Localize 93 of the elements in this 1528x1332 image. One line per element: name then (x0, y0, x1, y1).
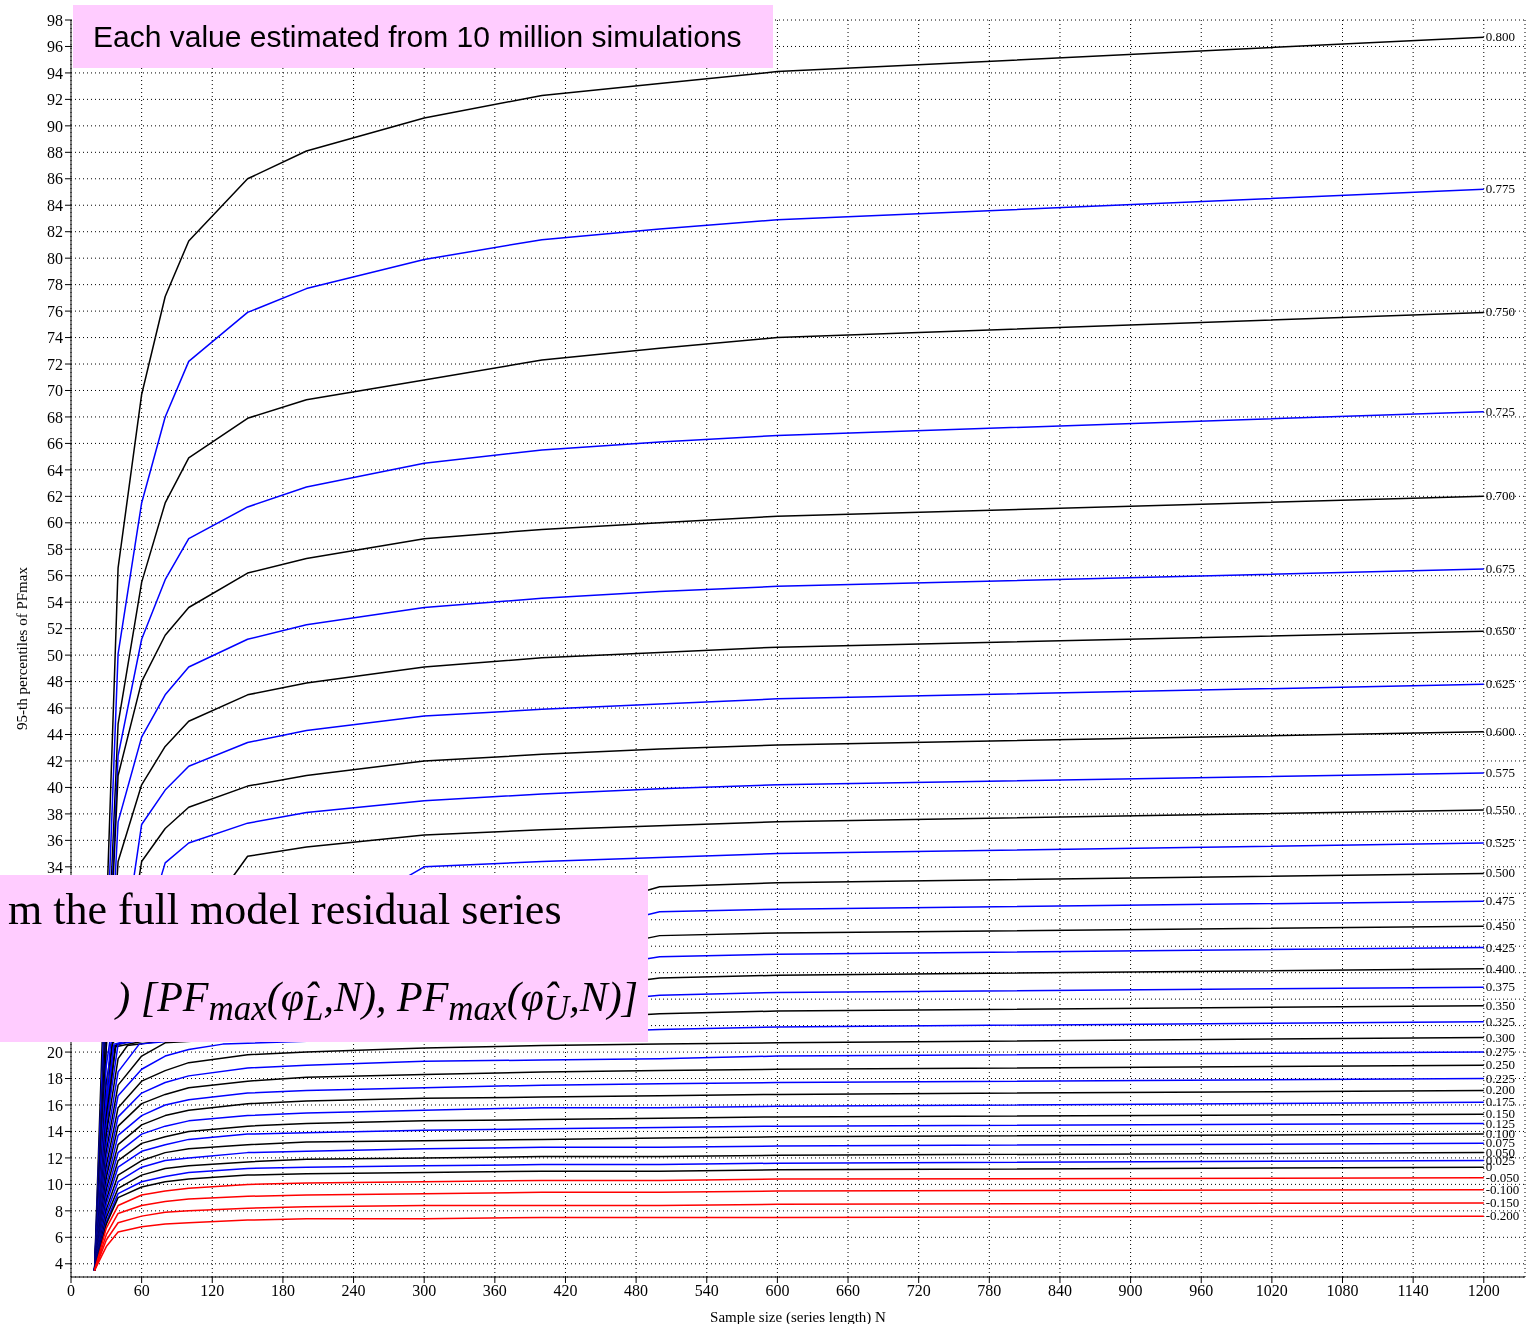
y-tick-label: 16 (47, 1096, 63, 1114)
x-tick-label: 540 (694, 1282, 719, 1300)
series-label: 0.500 (1485, 865, 1516, 881)
y-tick-label: 8 (55, 1202, 63, 1220)
x-tick-label: 0 (67, 1282, 75, 1300)
series-label: 0.450 (1485, 918, 1516, 934)
series-label: 0.675 (1485, 561, 1516, 577)
x-tick-label: 1080 (1326, 1282, 1359, 1300)
y-tick-label: 78 (47, 276, 63, 294)
series-label: -0.100 (1485, 1181, 1520, 1197)
series-label: 0.775 (1485, 181, 1516, 197)
series-label: 0.700 (1485, 488, 1516, 504)
x-tick-label: 60 (133, 1282, 150, 1300)
series-label: 0.300 (1485, 1029, 1516, 1045)
y-tick-label: 52 (47, 620, 63, 638)
y-tick-label: 98 (47, 11, 63, 29)
x-tick-label: 300 (412, 1282, 437, 1300)
x-tick-label: 960 (1189, 1282, 1214, 1300)
series-label: -0.150 (1485, 1194, 1520, 1210)
y-tick-label: 34 (47, 858, 63, 876)
text: ) [PF$_{max}$(φ̂$_{L}$,N), PF$_{max}$(φ̂$_{U}$,N)] (116, 974, 638, 1029)
series-label: 0.325 (1485, 1013, 1516, 1029)
y-tick-label: 62 (47, 488, 63, 506)
y-tick-label: 92 (47, 91, 63, 109)
y-tick-label: 48 (47, 673, 63, 691)
y-tick-label: 42 (47, 752, 63, 770)
y-tick-label: 20 (47, 1043, 63, 1061)
y-tick-label: 46 (47, 699, 63, 717)
x-tick-label: 1140 (1397, 1282, 1429, 1300)
x-tick-label: 780 (977, 1282, 1002, 1300)
x-tick-label: 1200 (1467, 1282, 1500, 1300)
y-tick-label: 96 (47, 38, 63, 56)
x-tick-label: 480 (624, 1282, 649, 1300)
x-tick-label: 180 (270, 1282, 295, 1300)
y-tick-label: 82 (47, 223, 63, 241)
series-label: 0.375 (1485, 979, 1516, 995)
x-tick-label: 120 (200, 1282, 225, 1300)
series-label: 0.625 (1485, 676, 1516, 692)
y-tick-label: 68 (47, 408, 63, 426)
y-tick-label: 38 (47, 805, 63, 823)
y-tick-label: 90 (47, 117, 63, 135)
x-tick-label: 360 (482, 1282, 507, 1300)
x-tick-label: 420 (553, 1282, 578, 1300)
series-label: 0.275 (1485, 1044, 1516, 1060)
y-tick-label: 70 (47, 382, 63, 400)
y-tick-label: 74 (47, 329, 63, 347)
x-tick-label: 720 (906, 1282, 931, 1300)
series-label: 0.425 (1485, 939, 1516, 955)
y-tick-label: 50 (47, 646, 63, 664)
y-tick-label: 18 (47, 1070, 63, 1088)
y-tick-label: 76 (47, 302, 63, 320)
x-tick-label: 240 (341, 1282, 366, 1300)
y-tick-label: 10 (47, 1176, 63, 1194)
series-label: 0.575 (1485, 764, 1516, 780)
y-tick-label: 58 (47, 540, 63, 558)
y-tick-label: 84 (47, 196, 63, 214)
series-label: 0.525 (1485, 835, 1516, 850)
y-tick-label: 66 (47, 435, 63, 453)
series-label: 0.250 (1485, 1057, 1516, 1073)
y-tick-label: 4 (55, 1255, 63, 1273)
series-label: 0.400 (1485, 960, 1516, 976)
x-tick-label: 840 (1047, 1282, 1072, 1300)
y-tick-label: 12 (47, 1149, 63, 1167)
series-label: 0.650 (1485, 623, 1516, 639)
y-tick-label: 94 (47, 64, 63, 82)
x-tick-label: 900 (1118, 1282, 1143, 1300)
y-tick-label: 44 (47, 726, 63, 744)
x-tick-label: 600 (765, 1282, 790, 1300)
x-tick-label: 1020 (1255, 1282, 1288, 1300)
y-axis-title: 95-th percentiles of PFmax (14, 566, 31, 730)
y-tick-label: 56 (47, 567, 63, 585)
y-tick-label: 88 (47, 144, 63, 161)
series-label: 0.600 (1485, 723, 1516, 739)
series-label: 0.475 (1485, 893, 1516, 909)
series-label: -0.200 (1485, 1208, 1520, 1224)
y-tick-label: 14 (47, 1123, 63, 1141)
series-label: 0.725 (1485, 403, 1516, 419)
series-label: 0.350 (1485, 997, 1516, 1013)
annotation: m the full model residual series (8, 884, 562, 935)
y-tick-label: 40 (47, 779, 63, 797)
x-tick-label: 660 (836, 1282, 861, 1300)
annotation: Each value estimated from 10 million simulations (73, 5, 773, 68)
series-label: 0.550 (1485, 801, 1516, 817)
y-tick-label: 80 (47, 249, 63, 267)
y-tick-label: 64 (47, 461, 63, 479)
y-tick-label: 72 (47, 355, 63, 373)
y-tick-label: 54 (47, 593, 63, 611)
series-label: 0.800 (1485, 29, 1516, 45)
y-tick-label: 60 (47, 514, 63, 532)
y-tick-label: 86 (47, 170, 63, 188)
series-label: 0.750 (1485, 304, 1516, 320)
y-tick-label: 36 (47, 832, 63, 850)
y-tick-label: 6 (55, 1228, 63, 1246)
